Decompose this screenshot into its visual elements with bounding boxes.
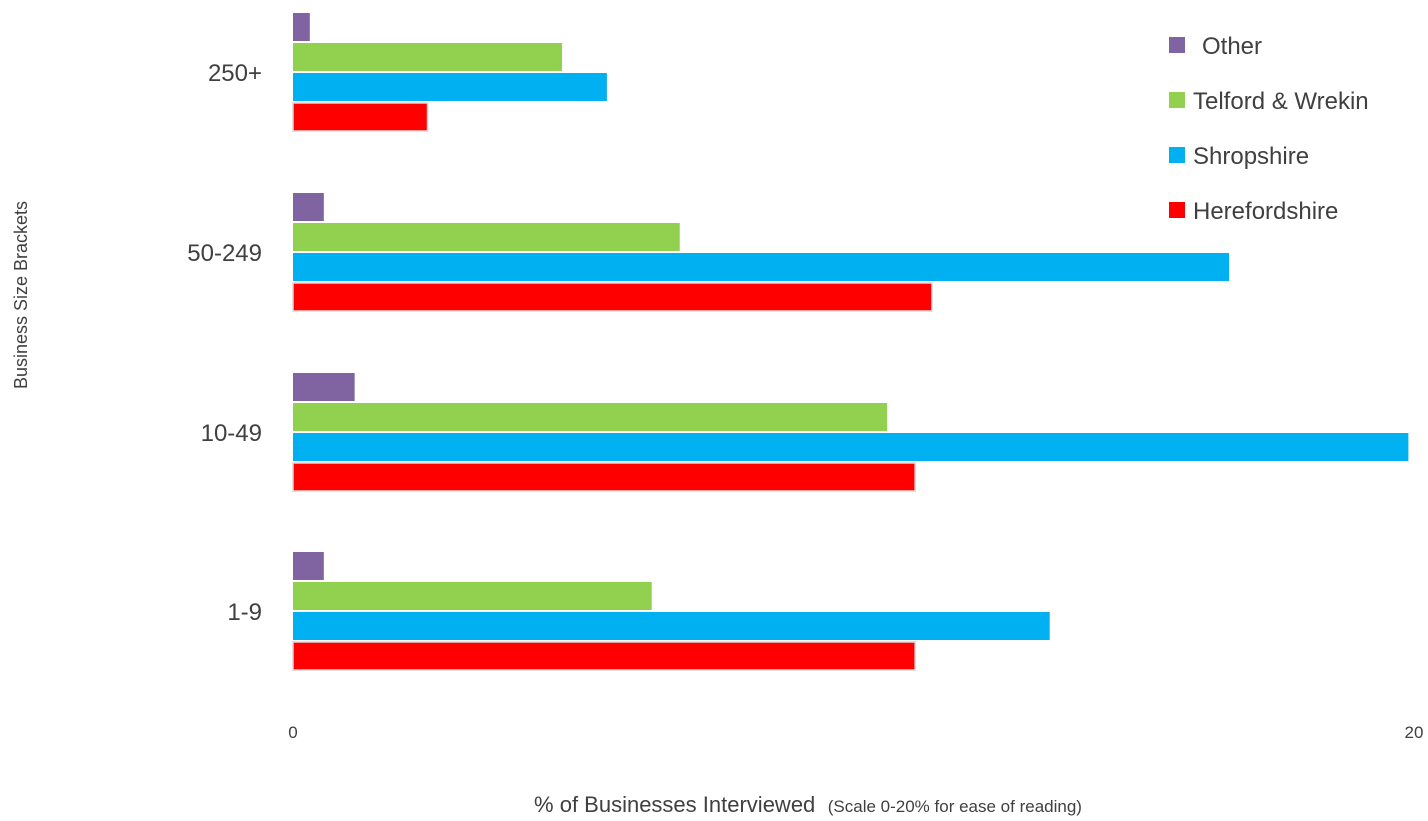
bar-shropshire-50-249 (293, 253, 1230, 281)
bar-herefordshire-1-9 (292, 641, 916, 671)
y-axis-title: Business Size Brackets (11, 201, 31, 389)
bar-other-10-49 (293, 373, 355, 401)
bar-shropshire-1-9 (293, 612, 1050, 640)
legend-label-telford-wrekin: Telford & Wrekin (1193, 88, 1369, 115)
bars-group (292, 13, 1409, 671)
category-label-10-49: 10-49 (201, 420, 262, 447)
legend-label-other: Other (1202, 33, 1262, 60)
category-labels: 1-9 10-49 50-249 250+ (187, 60, 262, 626)
legend-swatch-telford-wrekin (1169, 92, 1185, 108)
x-tick-20: 20 (1405, 723, 1424, 742)
bar-shropshire-10-49 (293, 433, 1409, 461)
x-axis-title: % of Businesses Interviewed (Scale 0-20%… (534, 792, 1082, 817)
x-axis-title-note: (Scale 0-20% for ease of reading) (828, 797, 1082, 816)
bar-telford-wrekin-10-49 (293, 403, 888, 431)
legend-label-shropshire: Shropshire (1193, 143, 1309, 170)
legend-label-herefordshire: Herefordshire (1193, 198, 1338, 225)
legend-swatch-herefordshire (1169, 202, 1185, 218)
bar-telford-wrekin-1-9 (293, 582, 652, 610)
bar-herefordshire-250 (292, 102, 429, 132)
bar-other-1-9 (293, 552, 324, 580)
bar-other-250 (293, 13, 310, 41)
category-label-1-9: 1-9 (227, 599, 262, 626)
bar-herefordshire-10-49 (292, 462, 916, 492)
bar-telford-wrekin-50-249 (293, 223, 680, 251)
x-tick-0: 0 (288, 723, 297, 742)
legend-swatch-other (1169, 37, 1185, 53)
bar-shropshire-250 (293, 73, 607, 101)
category-label-250: 250+ (208, 60, 262, 87)
legend: Other Telford & Wrekin Shropshire Herefords… (1169, 33, 1369, 225)
legend-swatch-shropshire (1169, 147, 1185, 163)
bar-herefordshire-50-249 (292, 282, 933, 312)
bar-other-50-249 (293, 193, 324, 221)
x-axis-title-main: % of Businesses Interviewed (534, 792, 815, 817)
bar-telford-wrekin-250 (293, 43, 563, 71)
category-label-50-249: 50-249 (187, 240, 262, 267)
